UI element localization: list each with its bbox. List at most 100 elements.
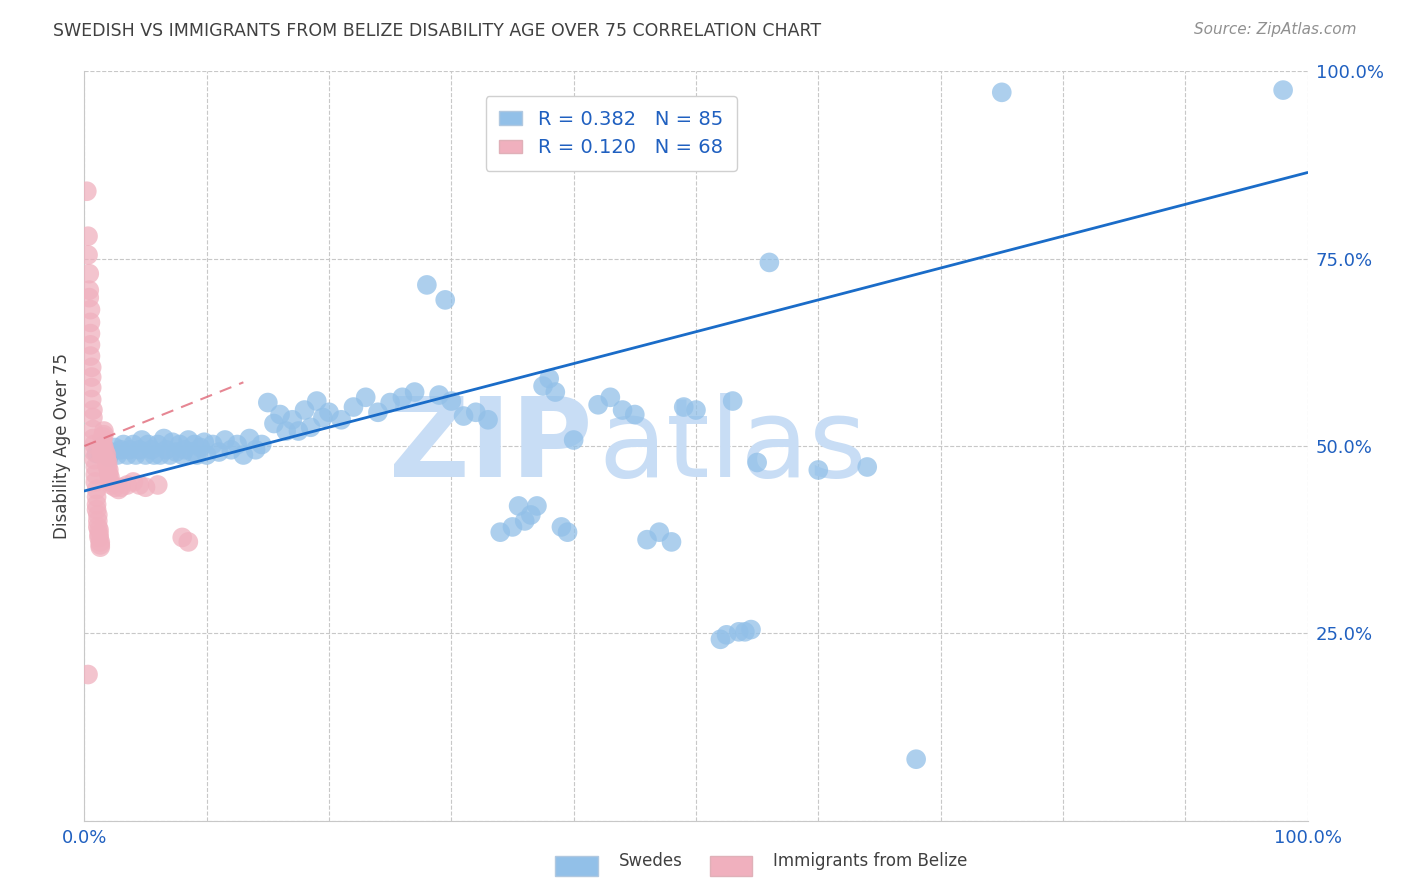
Point [155, 442, 177, 457]
Point [526, 499, 548, 513]
Point [276, 424, 298, 438]
Point [440, 394, 463, 409]
Point [90, 441, 112, 455]
Point [128, 478, 150, 492]
Point [489, 525, 512, 540]
Point [856, 460, 879, 475]
Point [94, 442, 117, 457]
Point [232, 448, 254, 462]
Point [312, 410, 335, 425]
Point [685, 403, 707, 417]
Point [740, 623, 762, 637]
Point [281, 413, 304, 427]
Point [159, 448, 181, 462]
Point [367, 405, 389, 419]
Point [149, 448, 172, 462]
Y-axis label: Disability Age Over 75: Disability Age Over 75 [53, 353, 72, 539]
Point [287, 424, 309, 438]
Point [87, 514, 110, 528]
Point [86, 490, 108, 504]
Point [672, 400, 695, 414]
Point [90, 445, 112, 459]
Point [305, 394, 328, 409]
Point [294, 403, 316, 417]
Point [80, 392, 103, 407]
Point [330, 413, 353, 427]
Text: Immigrants from Belize: Immigrants from Belize [773, 852, 967, 870]
Point [165, 445, 187, 459]
Point [93, 427, 115, 442]
Point [245, 442, 267, 457]
Point [87, 523, 110, 537]
Point [77, 229, 100, 244]
Point [86, 498, 108, 512]
Point [115, 448, 138, 462]
Point [84, 475, 107, 489]
Point [86, 446, 108, 460]
Point [110, 480, 132, 494]
Point [83, 437, 105, 451]
Point [91, 433, 114, 447]
Point [77, 667, 100, 681]
Point [727, 624, 749, 639]
Point [107, 483, 129, 497]
Point [77, 283, 100, 297]
Point [143, 448, 166, 462]
FancyBboxPatch shape [555, 856, 598, 876]
Point [434, 293, 457, 307]
Point [97, 450, 120, 465]
Point [380, 395, 402, 409]
Point [354, 390, 377, 404]
Point [79, 315, 101, 329]
Point [193, 435, 215, 450]
Point [118, 442, 141, 457]
FancyBboxPatch shape [710, 856, 752, 876]
Point [79, 338, 101, 352]
Point [183, 437, 205, 451]
Point [93, 441, 115, 455]
Point [214, 433, 236, 447]
Point [709, 632, 731, 647]
Point [97, 463, 120, 477]
Point [991, 86, 1014, 100]
Point [661, 535, 683, 549]
Point [550, 520, 572, 534]
Point [82, 410, 104, 425]
Point [186, 448, 208, 462]
Point [98, 470, 121, 484]
Point [122, 437, 145, 451]
Point [122, 475, 145, 489]
Point [562, 433, 585, 447]
Point [87, 530, 110, 544]
Point [557, 525, 579, 540]
Point [96, 448, 118, 462]
Point [82, 432, 104, 446]
Point [79, 326, 101, 341]
Point [89, 538, 111, 552]
Point [208, 445, 231, 459]
Point [648, 525, 671, 540]
Point [502, 520, 524, 534]
Point [112, 437, 135, 451]
Point [427, 388, 450, 402]
Point [538, 371, 561, 385]
Point [115, 478, 138, 492]
Point [513, 514, 536, 528]
Point [263, 417, 285, 431]
Point [477, 413, 499, 427]
Point [87, 508, 110, 522]
Point [162, 435, 184, 450]
Point [226, 437, 249, 451]
Point [508, 499, 530, 513]
Point [76, 184, 98, 198]
Point [135, 448, 157, 462]
Text: SWEDISH VS IMMIGRANTS FROM BELIZE DISABILITY AGE OVER 75 CORRELATION CHART: SWEDISH VS IMMIGRANTS FROM BELIZE DISABI… [53, 22, 821, 40]
Point [169, 437, 191, 451]
Point [128, 442, 150, 457]
Point [624, 408, 647, 422]
Point [84, 460, 107, 475]
Point [86, 483, 108, 497]
Text: ZIP: ZIP [388, 392, 592, 500]
Point [80, 370, 103, 384]
Point [238, 432, 260, 446]
